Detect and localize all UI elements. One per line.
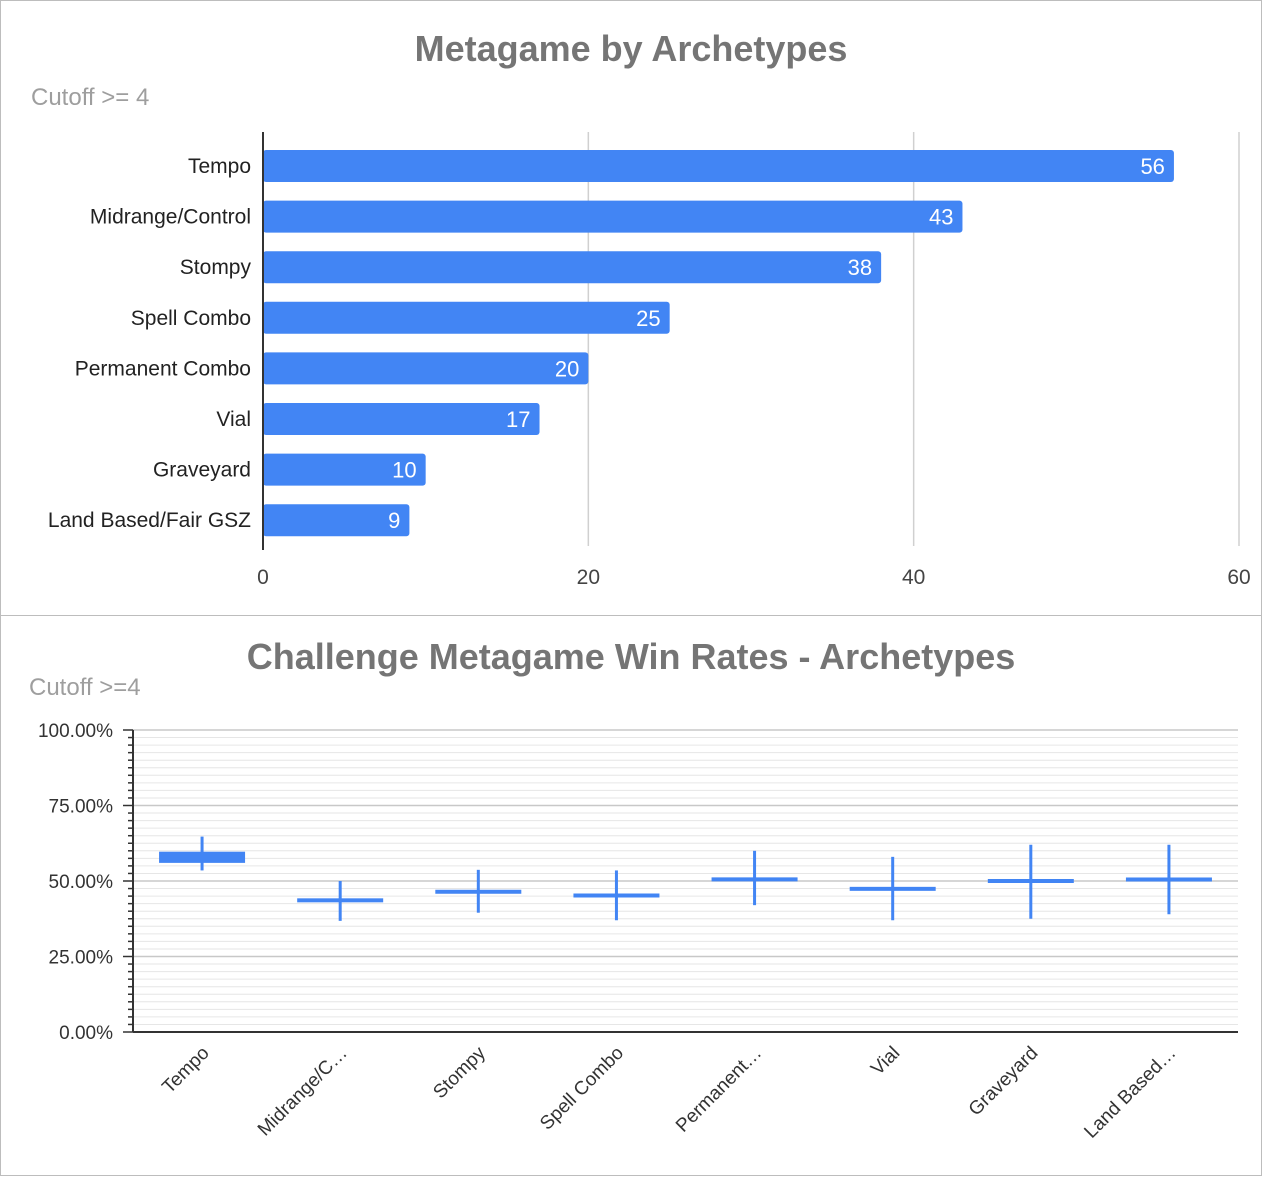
data-label: 38 [848,255,872,280]
candle-body [711,877,798,882]
bar [263,504,410,537]
bar [263,251,882,284]
chart-title: Challenge Metagame Win Rates - Archetype… [246,636,1016,677]
chart-title: Metagame by Archetypes [414,28,848,69]
bar [263,150,1174,182]
category-label: Midrange/Control [90,206,251,229]
candlestick-chart-svg: 0.00% 25.00% 50.00% 75.00% 100.00% Tempo Midra… [38,721,1238,1143]
bar [263,453,426,486]
bar-chart-svg: 0 20 40 60 56 Tempo 43 Midrange/Control 38 Stompy… [48,132,1251,589]
chart-subtitle: Cutoff >=4 [29,674,141,701]
x-tick-label: 40 [902,566,925,589]
x-tick-label: 20 [577,566,600,589]
candle-body [435,889,522,894]
x-tick-label: 60 [1227,566,1250,589]
candle-body [573,893,660,898]
x-tick-label: Midrange/C… [254,1043,352,1141]
data-label: 25 [636,306,660,331]
x-tick-label: Spell Combo [536,1043,628,1135]
x-tick-label: Tempo [158,1043,213,1098]
y-tick-label: 50.00% [49,872,114,893]
data-label: 10 [392,458,416,483]
x-tick-label: Vial [867,1043,904,1080]
archetype-share-chart-panel: Metagame by Archetypes Cutoff >= 4 0 20 40… [0,0,1262,617]
x-tick-label: Stompy [429,1042,490,1103]
category-label: Vial [216,408,251,431]
candle-body [987,879,1074,883]
bar [263,403,540,435]
y-tick-label: 0.00% [59,1023,113,1044]
win-rate-chart-panel: Challenge Metagame Win Rates - Archetype… [0,615,1262,1176]
candle-body [297,898,384,903]
category-label: Permanent Combo [75,357,251,380]
x-tick-label: Permanent… [672,1043,766,1137]
category-label: Spell Combo [131,307,251,330]
data-label: 56 [1140,154,1164,179]
x-tick-label: Land Based… [1080,1043,1180,1143]
bar [263,200,963,233]
candle-body [1125,877,1212,882]
bar [263,352,589,385]
candle-body [159,851,246,863]
y-tick-label: 75.00% [49,797,114,818]
y-tick-label: 25.00% [49,948,114,969]
data-label: 17 [506,407,530,432]
data-label: 43 [929,205,953,230]
x-tick-label: 0 [257,566,269,589]
category-label: Tempo [188,155,251,178]
data-label: 20 [555,356,579,381]
category-label: Graveyard [153,459,251,482]
bar [263,301,670,334]
x-tick-label: Graveyard [965,1043,1043,1121]
candle-body [849,886,936,891]
data-label: 9 [388,508,400,533]
category-label: Land Based/Fair GSZ [48,509,251,532]
category-label: Stompy [180,256,252,279]
chart-subtitle: Cutoff >= 4 [31,84,150,111]
y-tick-label: 100.00% [38,721,113,742]
